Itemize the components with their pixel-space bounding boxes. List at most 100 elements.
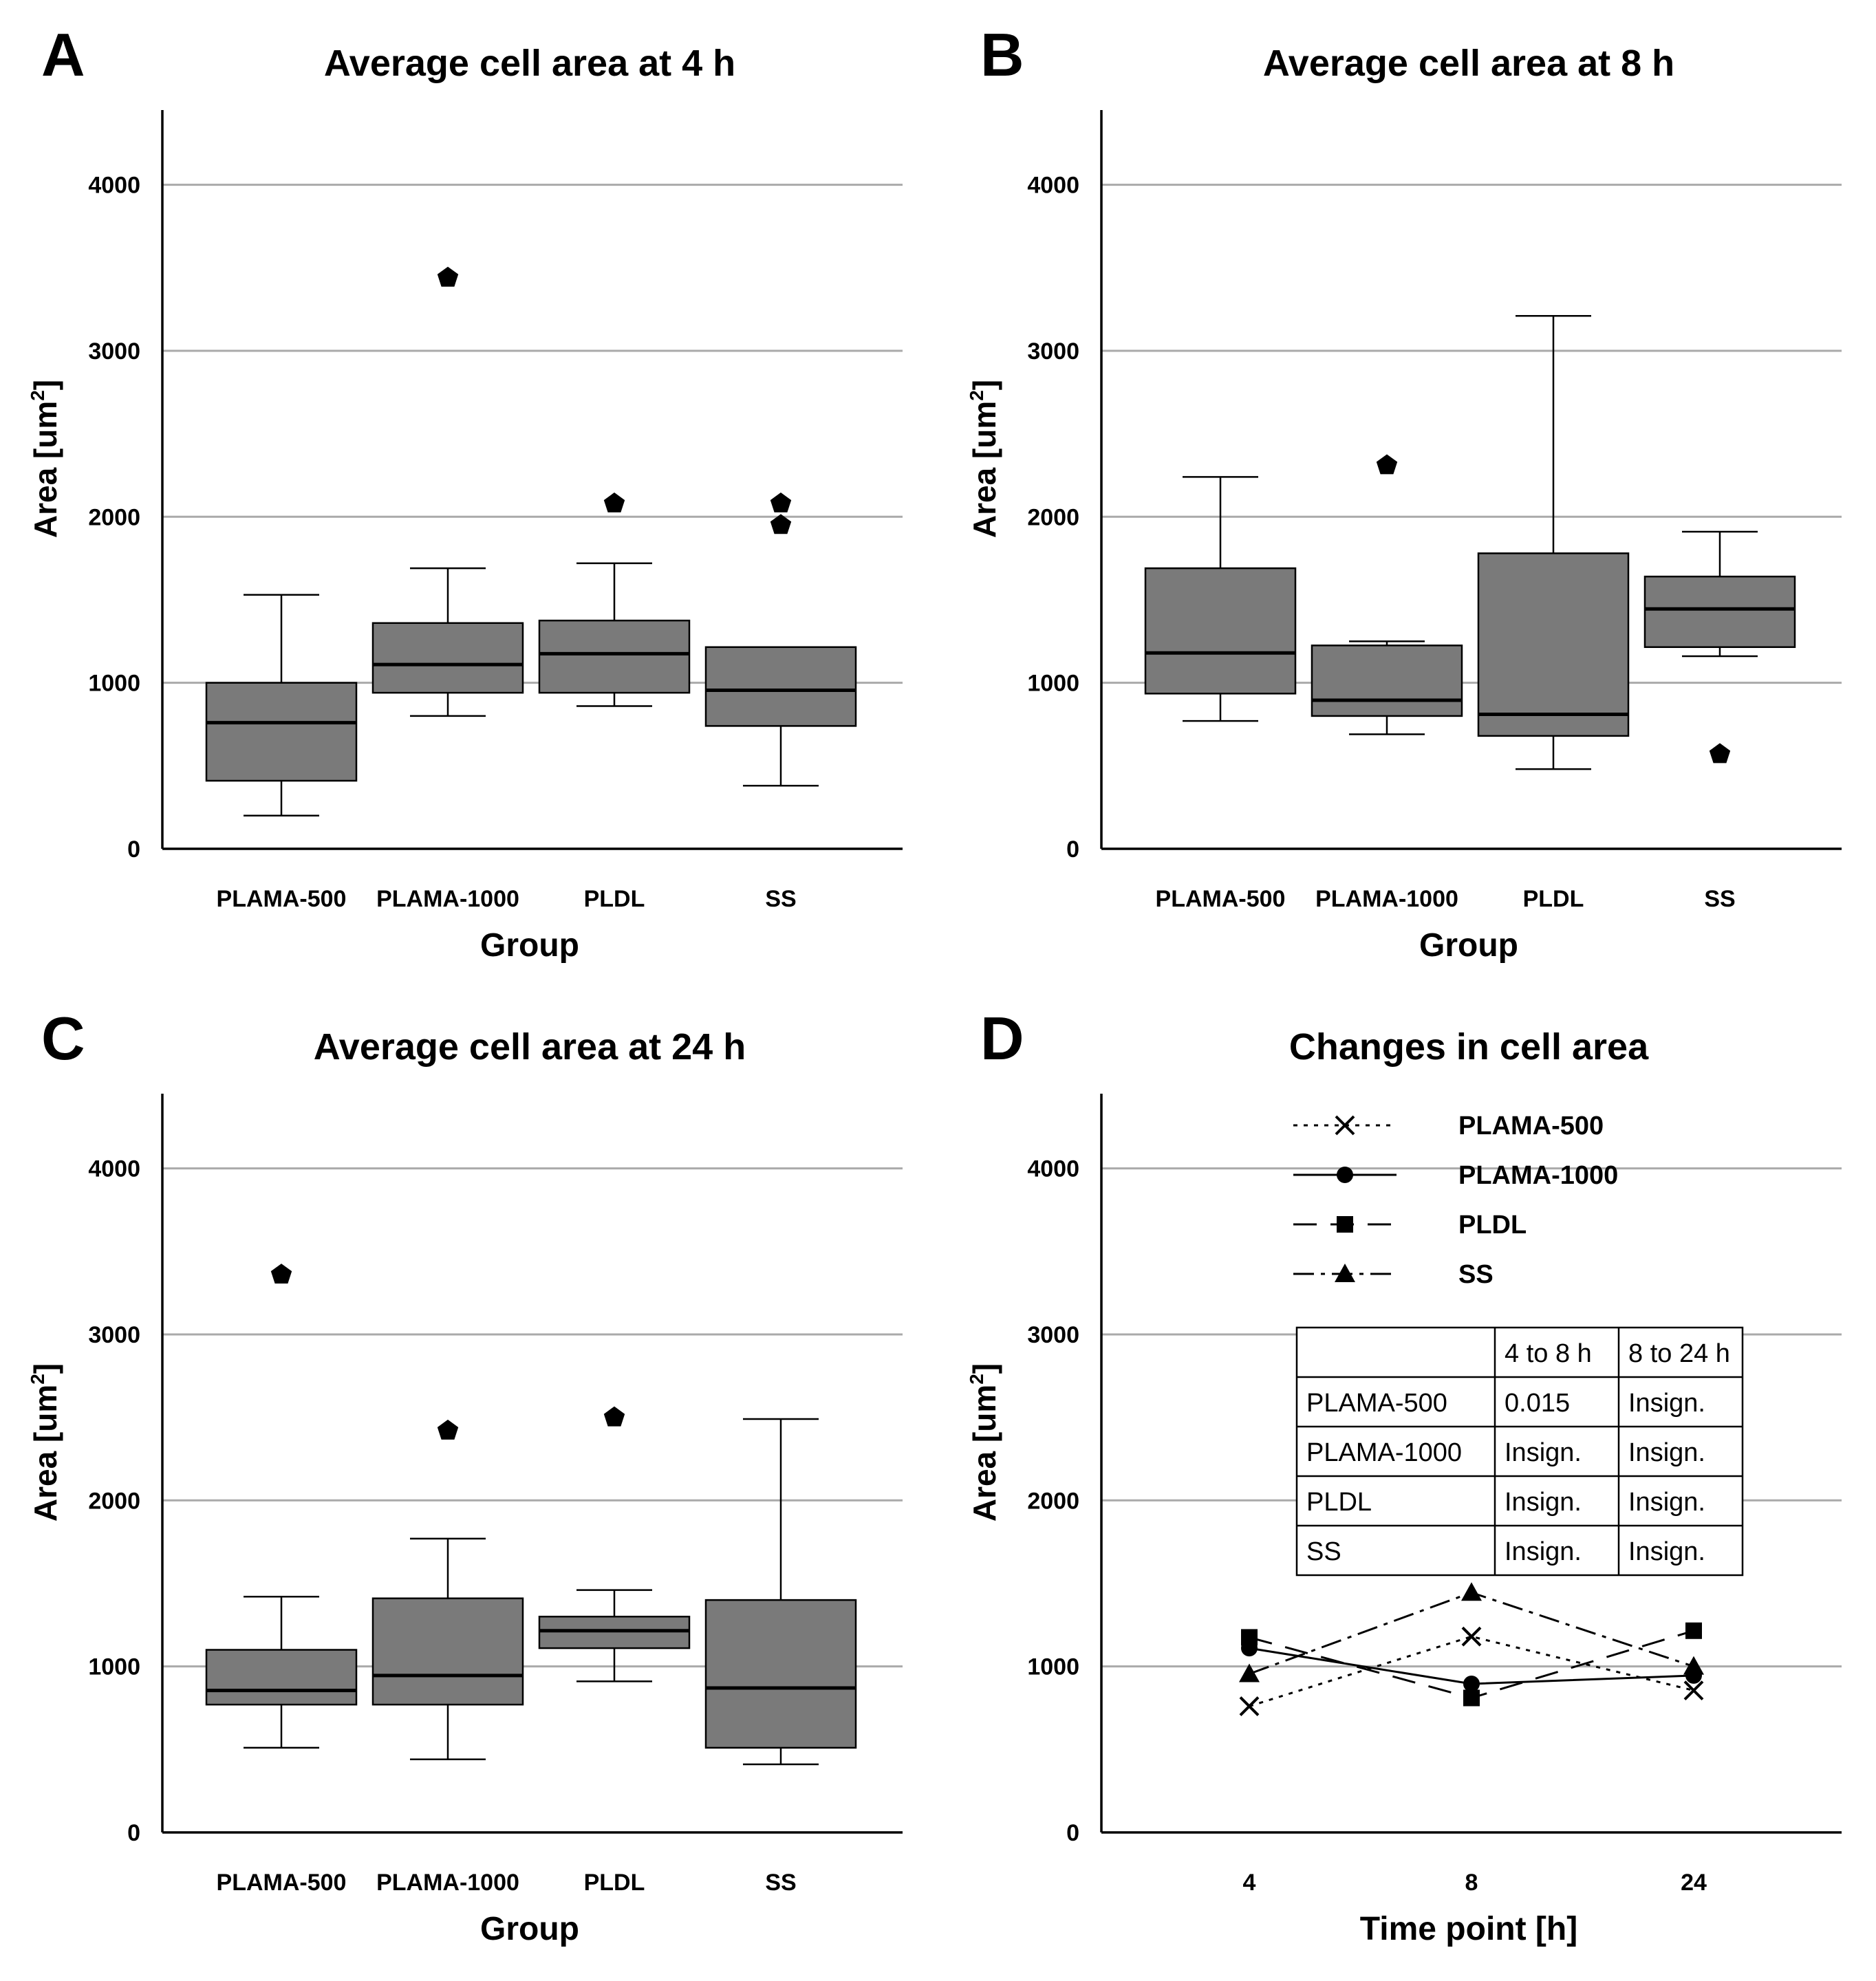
- box-plama-500: [205, 594, 358, 816]
- outlier-point: [437, 266, 459, 287]
- y-axis-label-close: ]: [967, 1363, 1002, 1374]
- y-axis-label: Area [um2]: [966, 1363, 1002, 1522]
- data-point: [1685, 1622, 1702, 1639]
- y-axis-label-superscript: 2: [966, 1374, 987, 1385]
- series-line: [1249, 1591, 1694, 1675]
- chart-title: Average cell area at 24 h: [314, 1026, 746, 1068]
- y-axis-label-main: Area [um: [967, 1385, 1002, 1522]
- y-tick-label: 1000: [88, 671, 140, 697]
- y-tick-label: 2000: [1027, 1488, 1079, 1514]
- y-tick-label: 4000: [1027, 173, 1079, 199]
- y-axis-label: Area [um2]: [966, 380, 1002, 538]
- panel-c: C Average cell area at 24 h 0 1000 2000 3000 4…: [27, 1004, 903, 1947]
- y-tick-label: 4000: [88, 173, 140, 199]
- data-point: [1463, 1689, 1480, 1707]
- box-pldl: [538, 1406, 691, 1682]
- category-label: PLAMA-1000: [376, 1870, 519, 1896]
- y-tick-label: 2000: [1027, 504, 1079, 530]
- table-cell: Insign.: [1628, 1488, 1705, 1517]
- series-ss: [1239, 1582, 1704, 1682]
- category-label: PLDL: [584, 886, 645, 912]
- legend-label: PLAMA-1000: [1458, 1161, 1618, 1190]
- legend-label: SS: [1458, 1260, 1494, 1289]
- x-axis-label: Group: [480, 1911, 579, 1947]
- data-point: [1683, 1680, 1704, 1701]
- data-point: [1239, 1663, 1260, 1682]
- y-tick-label: 2000: [88, 504, 140, 530]
- category-label: PLAMA-1000: [376, 886, 519, 912]
- box-iqr: [1477, 552, 1630, 737]
- y-tick-label: 3000: [1027, 338, 1079, 365]
- legend-marker: [1337, 1167, 1353, 1183]
- table-cell: PLAMA-500: [1306, 1389, 1447, 1418]
- series-line: [1249, 1635, 1694, 1708]
- panel-label: C: [41, 1004, 85, 1072]
- chart-title: Average cell area at 4 h: [324, 43, 735, 84]
- outlier-point: [770, 514, 792, 534]
- box-iqr: [371, 622, 524, 694]
- x-tick-label: 4: [1243, 1870, 1256, 1896]
- data-point: [1461, 1582, 1482, 1601]
- table-cell: Insign.: [1628, 1438, 1705, 1467]
- y-tick-label: 0: [1066, 1820, 1079, 1846]
- outlier-point: [1709, 743, 1731, 764]
- category-label: PLDL: [584, 1870, 645, 1896]
- outlier-point: [1376, 454, 1398, 475]
- y-axis-label-close: ]: [28, 1363, 63, 1374]
- box-iqr: [704, 1599, 857, 1749]
- box-plama-500: [1144, 476, 1297, 722]
- chart-title: Changes in cell area: [1289, 1026, 1649, 1068]
- table-cell: Insign.: [1505, 1537, 1582, 1566]
- panel-label: D: [980, 1004, 1024, 1072]
- table-cell: Insign.: [1505, 1438, 1582, 1467]
- table-cell: Insign.: [1628, 1389, 1705, 1418]
- outlier-point: [603, 492, 625, 512]
- outlier-point: [437, 1419, 459, 1440]
- box-iqr: [1144, 567, 1297, 695]
- box-iqr: [1311, 645, 1463, 717]
- legend-label: PLDL: [1458, 1211, 1527, 1240]
- category-label: PLAMA-500: [217, 886, 347, 912]
- box-pldl: [538, 492, 691, 707]
- data-point: [1683, 1656, 1704, 1675]
- y-tick-label: 3000: [1027, 1322, 1079, 1348]
- box-ss: [704, 492, 857, 787]
- data-point: [1239, 1696, 1260, 1716]
- box-iqr: [1643, 575, 1796, 649]
- chart-title: Average cell area at 8 h: [1263, 43, 1674, 84]
- series-plama-500: [1239, 1626, 1704, 1716]
- box-iqr: [205, 1649, 358, 1706]
- y-axis-label-superscript: 2: [966, 390, 987, 401]
- y-axis-label-main: Area [um: [28, 401, 63, 538]
- legend: PLAMA-500 PLAMA-1000 PLDL SS: [1293, 1112, 1618, 1289]
- y-axis-label-superscript: 2: [27, 1374, 48, 1385]
- y-tick-label: 0: [127, 836, 140, 863]
- data-point: [1241, 1629, 1258, 1646]
- box-pldl: [1477, 315, 1630, 770]
- y-tick-label: 2000: [88, 1488, 140, 1514]
- category-label: PLAMA-500: [1156, 886, 1286, 912]
- data-point: [1461, 1626, 1482, 1647]
- y-tick-label: 0: [1066, 836, 1079, 863]
- panel-label: A: [41, 21, 85, 89]
- y-tick-label: 4000: [1027, 1156, 1079, 1182]
- y-tick-label: 4000: [88, 1156, 140, 1182]
- y-axis-label: Area [um2]: [27, 1363, 63, 1522]
- y-axis-label-superscript: 2: [27, 390, 48, 401]
- table-header-cell: 4 to 8 h: [1505, 1339, 1592, 1368]
- category-label: SS: [765, 1870, 796, 1896]
- table-cell: PLAMA-1000: [1306, 1438, 1462, 1467]
- y-tick-label: 1000: [1027, 1654, 1079, 1680]
- significance-table: 4 to 8 h 8 to 24 h PLAMA-500 0.015 Insign. PL…: [1295, 1326, 1744, 1577]
- category-label: PLAMA-1000: [1315, 886, 1458, 912]
- y-axis-label-main: Area [um: [967, 401, 1002, 538]
- table-cell: Insign.: [1628, 1537, 1705, 1566]
- box-iqr: [371, 1597, 524, 1706]
- x-tick-label: 24: [1681, 1870, 1707, 1896]
- y-tick-label: 0: [127, 1820, 140, 1846]
- table-frame: [1295, 1326, 1744, 1577]
- table-cell: 0.015: [1505, 1389, 1570, 1418]
- y-axis-label-close: ]: [967, 380, 1002, 390]
- panel-a: A Average cell area at 4 h 0 1000 2000 3000 40…: [27, 21, 903, 964]
- y-tick-label: 1000: [1027, 671, 1079, 697]
